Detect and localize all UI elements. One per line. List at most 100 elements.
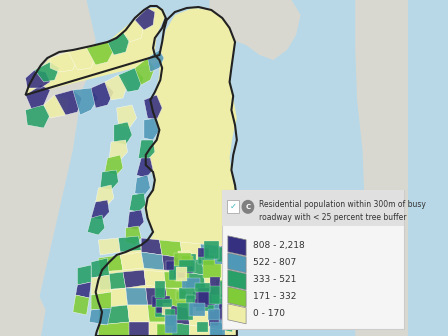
Polygon shape [175, 268, 189, 281]
Polygon shape [147, 50, 164, 72]
Polygon shape [91, 82, 114, 108]
Polygon shape [164, 272, 186, 288]
Polygon shape [120, 252, 144, 270]
Polygon shape [202, 260, 222, 278]
Polygon shape [181, 242, 202, 260]
Polygon shape [166, 261, 174, 270]
Polygon shape [105, 75, 128, 100]
Polygon shape [138, 140, 155, 160]
Polygon shape [222, 295, 235, 315]
Polygon shape [228, 270, 246, 290]
Polygon shape [86, 42, 114, 65]
Polygon shape [76, 282, 91, 298]
Text: 171 - 332: 171 - 332 [254, 292, 297, 301]
Polygon shape [185, 295, 195, 303]
Polygon shape [184, 272, 206, 292]
Polygon shape [165, 315, 177, 333]
Polygon shape [196, 295, 214, 311]
Polygon shape [198, 248, 209, 257]
Polygon shape [149, 322, 169, 336]
Polygon shape [206, 292, 222, 312]
Polygon shape [26, 70, 50, 88]
Polygon shape [182, 256, 193, 266]
Text: C: C [246, 204, 250, 210]
Polygon shape [87, 215, 105, 235]
Polygon shape [175, 263, 185, 278]
Polygon shape [174, 253, 191, 266]
Polygon shape [73, 295, 89, 315]
Polygon shape [177, 303, 193, 320]
Polygon shape [152, 296, 164, 306]
Polygon shape [188, 308, 210, 328]
Polygon shape [194, 288, 205, 304]
Polygon shape [222, 312, 233, 332]
Polygon shape [91, 200, 109, 220]
Bar [222, 190, 404, 329]
Polygon shape [222, 278, 237, 298]
Polygon shape [220, 246, 239, 265]
Polygon shape [147, 305, 169, 322]
Polygon shape [220, 256, 236, 264]
Polygon shape [156, 296, 170, 313]
Polygon shape [228, 253, 246, 273]
Polygon shape [189, 303, 205, 317]
Polygon shape [220, 302, 232, 319]
Polygon shape [182, 278, 200, 288]
Polygon shape [118, 68, 144, 92]
Polygon shape [182, 258, 204, 275]
Polygon shape [100, 170, 118, 190]
Polygon shape [355, 0, 408, 336]
Polygon shape [228, 287, 246, 307]
Polygon shape [176, 259, 193, 273]
Polygon shape [69, 48, 96, 70]
Text: 808 - 2,218: 808 - 2,218 [254, 241, 305, 250]
Text: 333 - 521: 333 - 521 [254, 275, 297, 284]
Polygon shape [99, 255, 123, 272]
Polygon shape [197, 323, 207, 332]
Text: 0 - 170: 0 - 170 [254, 309, 285, 318]
Polygon shape [162, 303, 171, 314]
Polygon shape [203, 241, 219, 259]
Polygon shape [96, 185, 114, 205]
Polygon shape [34, 62, 59, 82]
Polygon shape [218, 283, 232, 298]
Polygon shape [222, 262, 239, 280]
Polygon shape [217, 247, 230, 262]
Polygon shape [189, 290, 202, 299]
Polygon shape [208, 309, 220, 320]
Polygon shape [144, 270, 166, 288]
Polygon shape [155, 303, 168, 317]
Polygon shape [156, 299, 172, 307]
Polygon shape [220, 281, 229, 298]
Polygon shape [114, 122, 132, 145]
Polygon shape [89, 308, 111, 325]
Polygon shape [168, 305, 190, 325]
Polygon shape [165, 308, 175, 326]
Polygon shape [202, 255, 214, 265]
Polygon shape [99, 238, 120, 255]
Polygon shape [195, 283, 210, 292]
Polygon shape [177, 291, 186, 300]
Polygon shape [162, 255, 184, 272]
Polygon shape [198, 288, 215, 305]
Polygon shape [194, 301, 202, 315]
Polygon shape [223, 282, 233, 294]
Polygon shape [116, 105, 137, 128]
Polygon shape [129, 193, 146, 212]
Circle shape [241, 200, 254, 214]
Polygon shape [126, 226, 141, 245]
Polygon shape [190, 325, 210, 336]
Polygon shape [210, 328, 222, 336]
Polygon shape [141, 252, 164, 270]
Polygon shape [208, 310, 222, 330]
Polygon shape [73, 88, 99, 115]
Polygon shape [215, 254, 231, 264]
Bar [227, 200, 239, 213]
Polygon shape [209, 286, 220, 303]
Polygon shape [118, 236, 141, 252]
Polygon shape [26, 85, 50, 110]
Bar [222, 190, 404, 226]
Polygon shape [99, 322, 129, 336]
Text: Residential population within 300m of busy: Residential population within 300m of bu… [259, 200, 426, 209]
Polygon shape [193, 292, 208, 307]
